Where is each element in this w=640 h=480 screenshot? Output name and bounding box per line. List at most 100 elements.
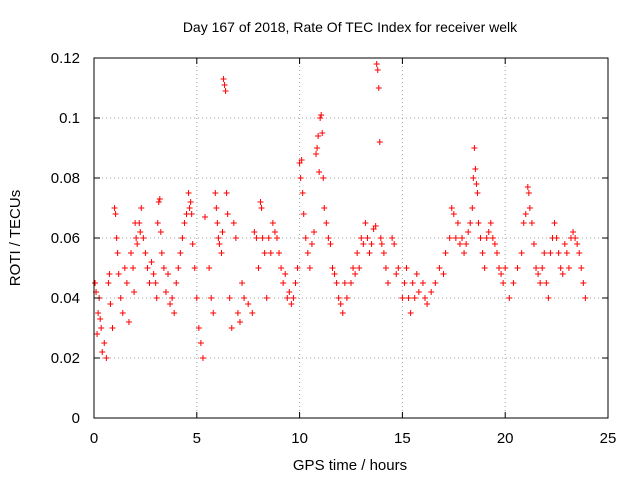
data-point bbox=[189, 241, 196, 247]
data-point bbox=[471, 145, 478, 151]
data-point bbox=[362, 220, 369, 226]
data-point bbox=[155, 199, 162, 205]
data-point bbox=[506, 295, 513, 301]
data-point bbox=[106, 271, 113, 277]
data-point bbox=[186, 205, 193, 211]
data-point bbox=[475, 220, 482, 226]
data-point bbox=[181, 220, 188, 226]
data-point bbox=[313, 151, 320, 157]
data-point bbox=[405, 295, 412, 301]
data-point bbox=[374, 67, 381, 73]
data-point bbox=[317, 115, 324, 121]
y-tick-label: 0.1 bbox=[59, 110, 80, 127]
data-point bbox=[308, 241, 315, 247]
data-point bbox=[557, 265, 564, 271]
data-point bbox=[440, 271, 447, 277]
data-point bbox=[218, 250, 225, 256]
data-point bbox=[119, 310, 126, 316]
data-point bbox=[297, 175, 304, 181]
data-point bbox=[202, 214, 209, 220]
data-point bbox=[157, 229, 164, 235]
data-point bbox=[179, 235, 186, 241]
data-point bbox=[570, 229, 577, 235]
data-point bbox=[470, 175, 477, 181]
data-point bbox=[442, 250, 449, 256]
data-point bbox=[323, 220, 330, 226]
data-point bbox=[514, 265, 521, 271]
data-point bbox=[292, 280, 299, 286]
data-point bbox=[327, 241, 334, 247]
data-point bbox=[543, 280, 550, 286]
data-point bbox=[128, 250, 135, 256]
data-point bbox=[298, 157, 305, 163]
data-point bbox=[236, 319, 243, 325]
data-point bbox=[125, 319, 132, 325]
y-tick-label: 0.04 bbox=[51, 290, 80, 307]
data-point bbox=[284, 295, 291, 301]
y-tick-label: 0.08 bbox=[51, 170, 80, 187]
data-point bbox=[265, 235, 272, 241]
data-point bbox=[329, 265, 336, 271]
data-point bbox=[130, 265, 137, 271]
x-tick-label: 20 bbox=[497, 430, 514, 447]
data-point bbox=[286, 289, 293, 295]
data-point bbox=[391, 241, 398, 247]
data-point bbox=[288, 301, 295, 307]
data-point bbox=[576, 250, 583, 256]
data-point bbox=[578, 265, 585, 271]
data-point bbox=[565, 265, 572, 271]
data-point bbox=[154, 220, 161, 226]
data-point bbox=[278, 265, 285, 271]
data-point bbox=[399, 295, 406, 301]
data-point bbox=[350, 265, 357, 271]
data-point bbox=[415, 289, 422, 295]
data-point bbox=[502, 265, 509, 271]
data-point bbox=[223, 190, 230, 196]
data-point bbox=[395, 265, 402, 271]
data-point bbox=[215, 235, 222, 241]
data-point bbox=[193, 295, 200, 301]
data-point bbox=[380, 250, 387, 256]
data-point bbox=[245, 301, 252, 307]
data-point bbox=[302, 235, 309, 241]
data-point bbox=[153, 295, 160, 301]
data-point bbox=[526, 205, 533, 211]
data-point bbox=[389, 235, 396, 241]
data-point bbox=[483, 235, 490, 241]
data-point bbox=[375, 85, 382, 91]
chart-title: Day 167 of 2018, Rate Of TEC Index for r… bbox=[183, 19, 518, 35]
data-point bbox=[310, 229, 317, 235]
data-point bbox=[187, 199, 194, 205]
data-point bbox=[469, 205, 476, 211]
data-point bbox=[144, 265, 151, 271]
data-point bbox=[545, 295, 552, 301]
data-point bbox=[377, 235, 384, 241]
data-point bbox=[456, 241, 463, 247]
data-point bbox=[528, 220, 535, 226]
data-point bbox=[219, 229, 226, 235]
data-point bbox=[294, 265, 301, 271]
data-point bbox=[133, 235, 140, 241]
data-point bbox=[152, 280, 159, 286]
data-point bbox=[224, 211, 231, 217]
data-point bbox=[156, 196, 163, 202]
data-point bbox=[304, 250, 311, 256]
data-point bbox=[413, 271, 420, 277]
data-point bbox=[316, 169, 323, 175]
data-point bbox=[401, 280, 408, 286]
y-tick-label: 0 bbox=[72, 410, 80, 427]
data-point bbox=[158, 250, 165, 256]
data-point bbox=[459, 235, 466, 241]
data-point bbox=[436, 265, 443, 271]
data-point bbox=[255, 265, 262, 271]
data-point bbox=[171, 310, 178, 316]
data-point bbox=[137, 229, 144, 235]
data-point bbox=[280, 280, 287, 286]
data-point bbox=[580, 280, 587, 286]
data-point bbox=[263, 295, 270, 301]
data-point bbox=[325, 235, 332, 241]
x-tick-label: 25 bbox=[600, 430, 617, 447]
data-point bbox=[411, 295, 418, 301]
data-point bbox=[162, 289, 169, 295]
